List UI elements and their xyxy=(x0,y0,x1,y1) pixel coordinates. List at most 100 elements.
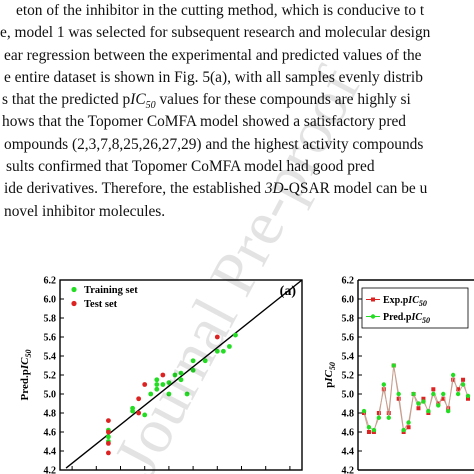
pred-point xyxy=(465,393,471,399)
paper-paragraph: eton of the inhibitor in the cutting met… xyxy=(0,0,474,223)
y-axis-label: pIC50 xyxy=(323,362,337,388)
exp-point xyxy=(421,396,426,401)
training-point xyxy=(154,382,160,387)
y-tick-label: 4.2 xyxy=(342,466,355,474)
legend-label: Test set xyxy=(84,299,118,310)
pred-point xyxy=(361,408,367,414)
paragraph-line-1: eton of the inhibitor in the cutting met… xyxy=(16,2,425,19)
y-tick-label: 5.8 xyxy=(44,314,57,325)
exp-point xyxy=(461,377,466,382)
legend-marker xyxy=(370,314,376,319)
test-point xyxy=(214,334,220,340)
legend-marker xyxy=(71,286,77,293)
pred-point xyxy=(445,408,451,414)
y-tick-label: 5.0 xyxy=(44,390,57,401)
exp-point xyxy=(406,425,411,430)
y-tick-label: 5.4 xyxy=(342,352,355,363)
exp-point xyxy=(456,387,461,392)
y-axis-label: Pred.pIC50 xyxy=(19,350,33,401)
legend-marker xyxy=(371,297,375,302)
exp-point xyxy=(416,406,421,411)
training-point xyxy=(106,434,111,440)
pred-point xyxy=(386,415,391,420)
legend-label: Training set xyxy=(84,285,138,296)
pred-point xyxy=(431,391,436,397)
exp-point xyxy=(366,430,371,434)
y-tick-label: 4.4 xyxy=(342,447,355,458)
training-point xyxy=(172,372,178,378)
training-point xyxy=(190,358,196,364)
panel-label: (a) xyxy=(280,284,297,299)
training-point xyxy=(178,370,184,376)
training-point xyxy=(190,367,196,373)
test-point xyxy=(136,410,142,416)
pred-point xyxy=(441,391,446,397)
y-tick-label: 6.2 xyxy=(44,276,57,287)
pred-point xyxy=(460,382,466,387)
pred-point xyxy=(436,403,441,408)
y-tick-label: 4.8 xyxy=(342,409,355,420)
training-point xyxy=(154,377,160,383)
exp-point xyxy=(451,377,456,382)
legend-box xyxy=(361,287,469,329)
exp-point xyxy=(396,396,401,401)
training-point xyxy=(184,391,190,397)
pred-point xyxy=(391,363,396,368)
training-point xyxy=(142,412,148,418)
y-tick-label: 4.8 xyxy=(44,409,57,420)
y-tick-label: 5.6 xyxy=(44,333,57,344)
pred-point xyxy=(450,372,456,378)
training-point xyxy=(214,348,220,354)
y-tick-label: 5.2 xyxy=(342,371,355,382)
y-tick-label: 5.0 xyxy=(342,390,355,401)
regression-line xyxy=(65,279,303,469)
y-tick-label: 4.6 xyxy=(44,428,57,439)
test-point xyxy=(136,396,142,402)
test-point xyxy=(106,418,111,423)
y-tick-label: 5.4 xyxy=(44,352,57,363)
pred-point xyxy=(421,399,426,404)
scatter-chart-a: 4.2 4.4 4.6 4.8 5.0 5.2 5.4 5.6 5.8 6.0 6.2 Pred.pI… xyxy=(19,276,303,474)
test-point xyxy=(106,441,111,446)
exp-point xyxy=(431,387,436,392)
training-point xyxy=(220,348,226,354)
test-point xyxy=(106,429,111,435)
exp-point xyxy=(466,396,470,401)
training-point xyxy=(166,391,172,397)
training-point xyxy=(148,391,154,397)
pred-point xyxy=(371,427,377,433)
paragraph-line-9: ide derivatives. Therefore, the establis… xyxy=(4,180,428,198)
y-tick-label: 6.0 xyxy=(342,295,355,306)
pred-series-line xyxy=(363,365,469,432)
pred-point xyxy=(406,420,411,425)
legend-label: Exp.pIC50 xyxy=(383,295,427,308)
legend-marker xyxy=(71,300,77,307)
y-tick-label: 6.0 xyxy=(44,295,57,306)
paragraph-line-6: hows that the Topomer CoMFA model showed… xyxy=(2,113,407,131)
y-tick-label: 5.2 xyxy=(44,371,57,382)
training-point xyxy=(233,332,238,338)
paragraph-line-8: sults confirmed that Topomer CoMFA model… xyxy=(6,158,375,176)
y-tick-label: 4.4 xyxy=(44,447,57,458)
paragraph-line-5: s that the predicted pIC50 values for th… xyxy=(2,91,411,112)
pred-point xyxy=(426,408,431,414)
pred-point xyxy=(381,382,387,387)
pred-point xyxy=(376,415,382,420)
y-tick-label: 4.6 xyxy=(342,428,355,439)
training-point xyxy=(160,382,166,387)
test-point xyxy=(106,450,111,456)
exp-point xyxy=(376,411,381,415)
paragraph-line-10: novel inhibitor molecules. xyxy=(4,202,166,220)
y-tick-label: 5.6 xyxy=(342,333,355,344)
exp-point xyxy=(381,387,386,392)
paragraph-line-7: ompounds (2,3,7,8,25,26,27,29) and the h… xyxy=(4,135,424,153)
pred-point xyxy=(416,401,421,406)
training-point xyxy=(202,358,208,364)
pred-point xyxy=(396,391,401,397)
paragraph-line-4: e entire dataset is shown in Fig. 5(a), … xyxy=(4,68,423,86)
training-point xyxy=(178,377,184,383)
pred-point xyxy=(366,425,372,430)
training-point xyxy=(227,344,232,349)
paragraph-line-3: ear regression between the experimental … xyxy=(4,46,422,64)
pred-point xyxy=(411,391,416,397)
